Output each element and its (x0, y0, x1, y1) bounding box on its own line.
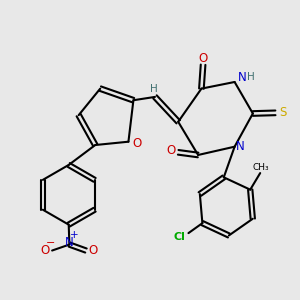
Text: S: S (279, 106, 286, 119)
Text: H: H (150, 84, 158, 94)
Text: H: H (247, 72, 255, 82)
Text: CH₃: CH₃ (253, 163, 269, 172)
Text: Cl: Cl (173, 232, 185, 242)
Text: N: N (236, 140, 245, 153)
Text: O: O (132, 137, 141, 150)
Text: N: N (238, 71, 246, 84)
Text: +: + (70, 230, 79, 240)
Text: O: O (88, 244, 98, 257)
Text: O: O (166, 144, 176, 157)
Text: O: O (199, 52, 208, 65)
Text: N: N (65, 236, 74, 249)
Text: −: − (46, 238, 55, 248)
Text: O: O (40, 244, 50, 257)
